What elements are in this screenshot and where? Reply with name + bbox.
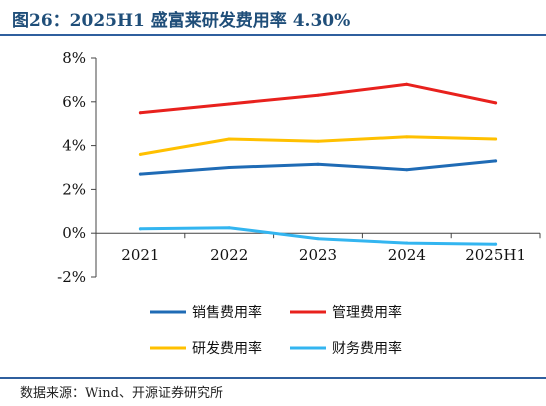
data-point: [138, 227, 142, 231]
axes: -2% 0% 2% 4% 6% 8% 2021 2022 2023 2024 2025H1: [57, 49, 541, 286]
y-tick-label: 6%: [62, 93, 86, 111]
y-tick-label: 2%: [62, 180, 86, 198]
x-tick-label: 2023: [299, 246, 337, 264]
data-point: [405, 168, 409, 172]
title-divider: [0, 34, 546, 36]
y-tick-label: 4%: [62, 137, 86, 155]
data-point: [138, 111, 142, 115]
x-tick-label: 2021: [121, 246, 159, 264]
source-note: 数据来源：Wind、开源证券研究所: [20, 386, 223, 401]
data-point: [227, 102, 231, 106]
chart-title: 图26：2025H1 盛富莱研发费用率 4.30%: [12, 11, 351, 31]
data-point: [316, 139, 320, 143]
x-tick-label: 2022: [210, 246, 248, 264]
line-chart: -2% 0% 2% 4% 6% 8% 2021 2022 2023 2024 2025H1 销售费用…: [57, 49, 541, 357]
y-tick-label: -2%: [57, 268, 86, 286]
data-point: [494, 159, 498, 163]
series-lines: [138, 82, 498, 246]
legend-label: 管理费用率: [332, 304, 402, 321]
footer-divider: [0, 377, 546, 379]
data-point: [227, 137, 231, 141]
data-point: [227, 226, 231, 230]
data-point: [494, 137, 498, 141]
legend-label: 财务费用率: [332, 340, 402, 357]
series-line: [138, 135, 498, 156]
data-point: [405, 241, 409, 245]
data-point: [405, 135, 409, 139]
x-tick-label: 2024: [388, 246, 426, 264]
data-point: [494, 101, 498, 105]
legend-label: 研发费用率: [192, 340, 262, 357]
legend-label: 销售费用率: [192, 304, 262, 321]
data-point: [138, 152, 142, 156]
x-tick-label: 2025H1: [465, 246, 526, 264]
series-line: [138, 82, 498, 115]
data-point: [316, 162, 320, 166]
series-line: [138, 226, 498, 246]
data-point: [494, 242, 498, 246]
y-tick-label: 0%: [62, 224, 86, 242]
data-point: [316, 93, 320, 97]
data-point: [405, 82, 409, 86]
data-point: [316, 237, 320, 241]
data-point: [227, 166, 231, 169]
data-point: [138, 172, 142, 176]
y-tick-label: 8%: [62, 49, 86, 67]
